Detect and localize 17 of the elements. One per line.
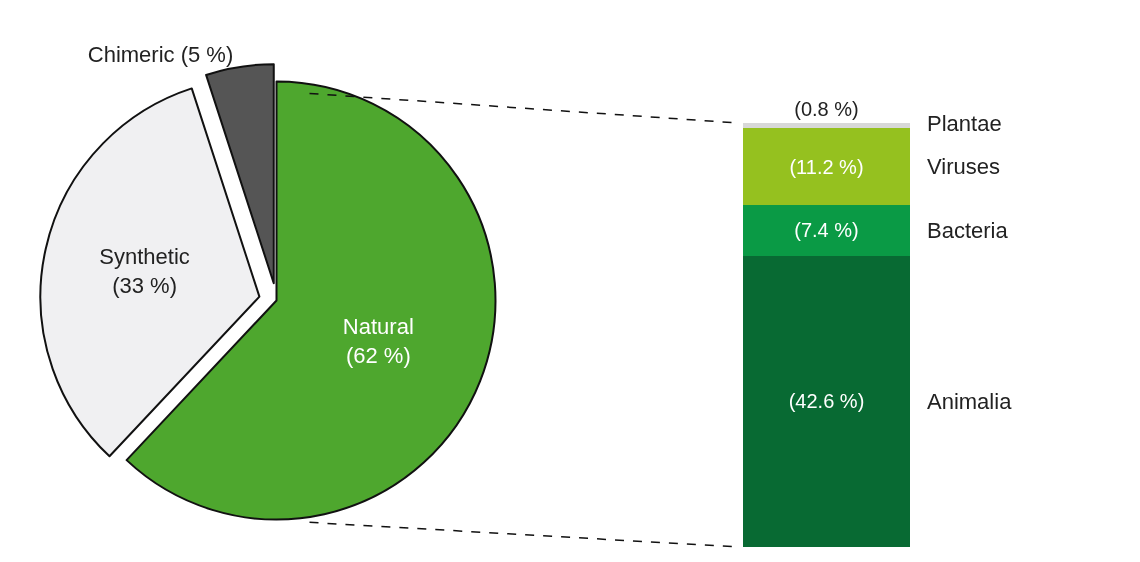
data-label: (33 %) <box>112 272 177 298</box>
slice-label: Natural <box>342 314 414 340</box>
series-label: Bacteria <box>927 218 1009 243</box>
slice-label: Chimeric (5 %) <box>87 42 234 68</box>
bar <box>742 205 911 256</box>
bar <box>742 255 911 547</box>
data-label: (0.8 %) <box>794 98 859 121</box>
data-label: (7.4 %) <box>794 219 859 242</box>
series-label: Plantae <box>927 111 1002 136</box>
bar <box>742 123 911 129</box>
data-label: (11.2 %) <box>789 155 864 178</box>
data-label: (42.6 %) <box>788 390 865 413</box>
data-label: (62 %) <box>345 342 411 368</box>
series-label: Animalia <box>927 389 1013 414</box>
slice-label: Synthetic <box>99 244 190 270</box>
series-label: Viruses <box>927 154 1000 179</box>
bar <box>742 128 911 206</box>
